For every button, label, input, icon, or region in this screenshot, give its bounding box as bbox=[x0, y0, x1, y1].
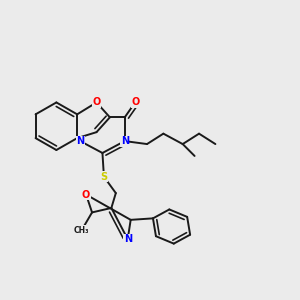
Text: CH₃: CH₃ bbox=[74, 226, 89, 235]
Text: N: N bbox=[76, 136, 84, 146]
Text: N: N bbox=[124, 234, 132, 244]
Text: O: O bbox=[92, 98, 101, 107]
Text: O: O bbox=[82, 190, 90, 200]
Text: O: O bbox=[131, 98, 139, 107]
Text: S: S bbox=[100, 172, 107, 182]
Text: N: N bbox=[121, 136, 129, 146]
